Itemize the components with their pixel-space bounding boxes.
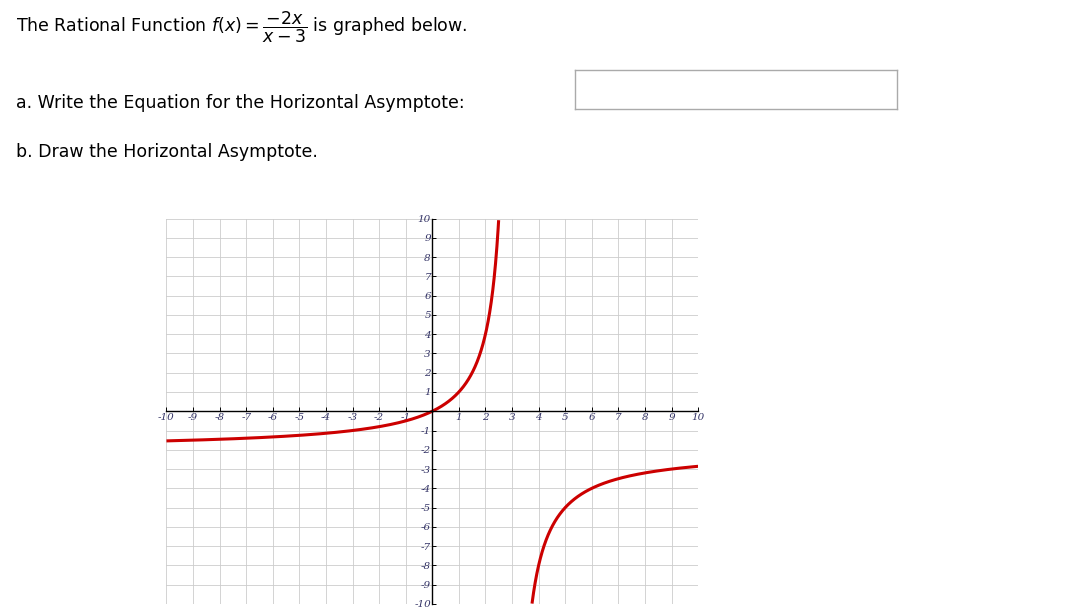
Text: a. Write the Equation for the Horizontal Asymptote:: a. Write the Equation for the Horizontal… <box>16 94 465 112</box>
Text: The Rational Function $f(x)=\dfrac{-2x}{x-3}$ is graphed below.: The Rational Function $f(x)=\dfrac{-2x}{… <box>16 9 467 44</box>
Text: b. Draw the Horizontal Asymptote.: b. Draw the Horizontal Asymptote. <box>16 143 318 161</box>
